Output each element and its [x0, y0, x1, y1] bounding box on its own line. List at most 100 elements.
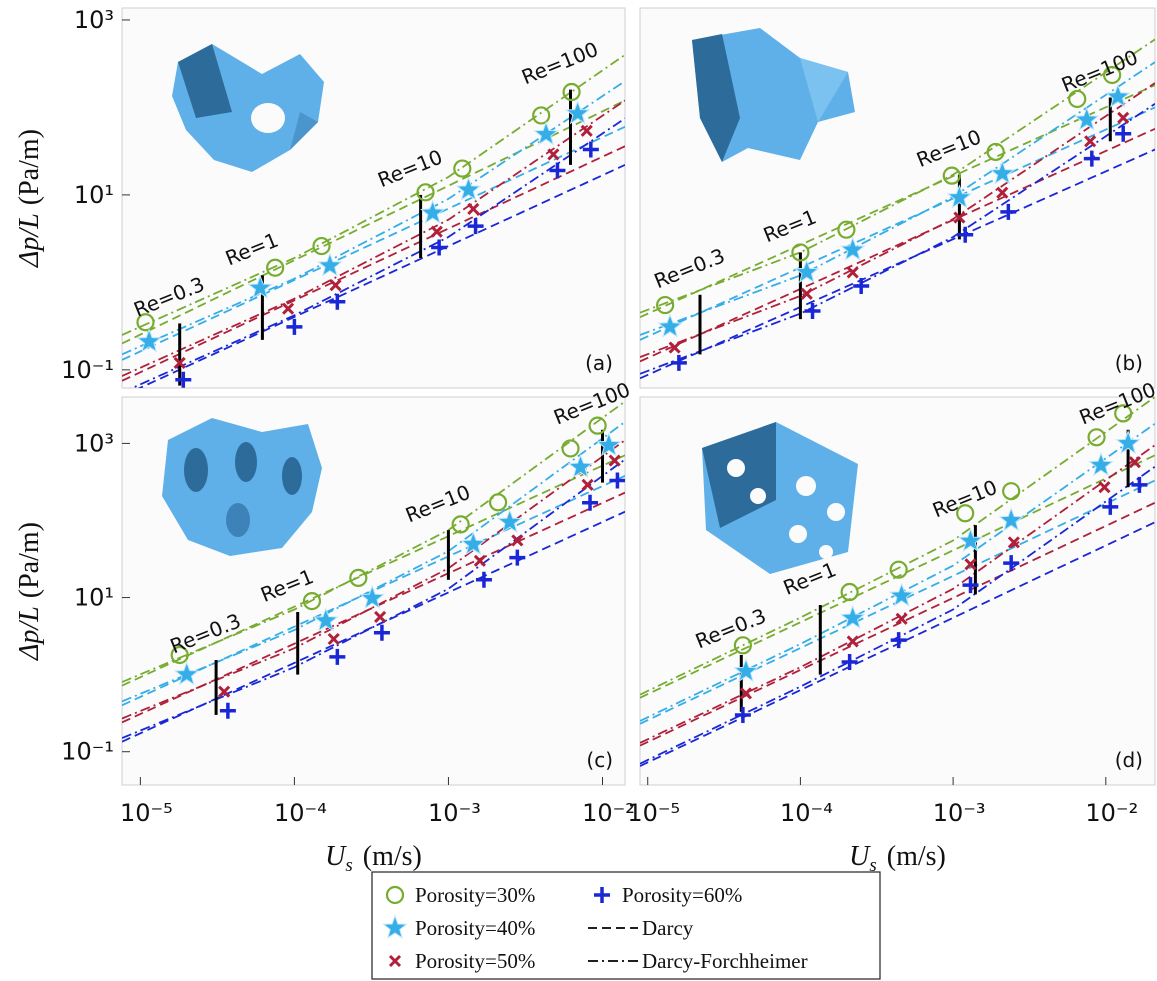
marker-plus	[175, 371, 192, 388]
marker-circle	[1002, 482, 1021, 501]
marker-x	[282, 302, 295, 315]
marker-star	[136, 328, 162, 353]
marker-star	[1073, 106, 1100, 131]
marker-plus	[373, 624, 390, 641]
darcy-line	[137, 164, 625, 388]
marker-circle	[488, 493, 508, 512]
x-axis-label: Us (m/s)	[325, 841, 422, 876]
marker-circle	[1114, 404, 1133, 423]
marker-circle	[349, 568, 368, 587]
darcy-line	[640, 106, 1155, 341]
marker-plus	[1000, 203, 1017, 220]
plot-area	[640, 397, 1155, 767]
marker-star	[989, 160, 1016, 185]
forchheimer-line	[122, 99, 625, 377]
marker-plus	[594, 887, 610, 903]
marker-circle	[562, 82, 581, 102]
marker-plus	[329, 648, 346, 665]
marker-plus	[549, 162, 566, 179]
y-label-unit: (Pa/m)	[14, 129, 45, 205]
marker-x	[547, 148, 560, 161]
marker-x	[511, 534, 524, 547]
y-label-symbol: Δp/L	[14, 606, 45, 661]
y-axis-label: Δp/L (Pa/m)	[14, 129, 45, 268]
marker-circle	[588, 416, 607, 435]
x-axis-label: Us (m/s)	[849, 841, 946, 876]
marker-x	[1007, 536, 1020, 549]
x-tick-label: 10⁻⁴	[274, 799, 327, 827]
marker-x	[846, 266, 859, 279]
marker-x	[668, 341, 681, 354]
legend-label: Porosity=60%	[622, 883, 742, 907]
x-label-unit: (m/s)	[887, 841, 946, 872]
marker-x	[329, 279, 342, 292]
marker-circle	[561, 439, 580, 458]
darcy-line	[122, 510, 625, 743]
legend: Porosity=30% Porosity=40% Porosity=50% Poro…	[382, 883, 808, 973]
y-label-unit: (Pa/m)	[14, 522, 45, 598]
marker-plus	[804, 303, 821, 320]
darcy-line	[122, 125, 625, 361]
darcy-line	[122, 145, 625, 382]
marker-circle	[136, 313, 155, 332]
marker-plus	[582, 494, 599, 511]
marker-plus	[1131, 476, 1148, 493]
inset-structure	[172, 44, 324, 172]
marker-circle	[385, 885, 405, 905]
marker-plus	[962, 577, 979, 594]
panel-label: (d)	[1115, 748, 1143, 772]
marker-circle	[840, 582, 859, 602]
marker-star	[247, 274, 273, 299]
y-tick-label: 10³	[74, 6, 114, 34]
forchheimer-line	[640, 422, 1155, 722]
marker-x	[996, 186, 1009, 199]
marker-plus	[509, 549, 526, 566]
marker-star	[1088, 451, 1114, 477]
forchheimer-line	[122, 54, 625, 336]
marker-star	[359, 584, 385, 610]
marker-star	[888, 582, 915, 607]
marker-x	[430, 225, 443, 238]
marker-x	[1128, 456, 1141, 469]
marker-plus	[467, 218, 484, 235]
marker-plus	[1115, 125, 1132, 142]
marker-x	[581, 478, 594, 491]
forchheimer-line	[640, 397, 1155, 696]
marker-star	[382, 914, 408, 939]
marker-star	[496, 508, 523, 534]
forchheimer-line	[640, 61, 1155, 336]
marker-x	[846, 635, 859, 648]
marker-star	[733, 657, 759, 683]
marker-x	[895, 612, 908, 625]
marker-plus	[329, 293, 346, 310]
marker-x	[608, 454, 621, 467]
legend-box	[371, 871, 881, 980]
marker-x	[388, 954, 402, 968]
x-tick-label: 10⁻³	[933, 799, 986, 827]
marker-circle	[170, 645, 189, 665]
marker-x	[1098, 481, 1111, 494]
inset-structure	[162, 418, 322, 556]
forchheimer-line	[122, 80, 625, 356]
marker-plus	[431, 239, 448, 256]
marker-x	[964, 558, 977, 571]
marker-circle	[1068, 89, 1087, 109]
marker-circle	[942, 166, 961, 185]
marker-plus	[957, 226, 974, 243]
marker-plus	[286, 318, 303, 335]
legend-label: Porosity=30%	[415, 883, 535, 907]
marker-plus	[1083, 150, 1100, 167]
plot-area	[122, 54, 625, 388]
insets	[162, 28, 858, 574]
forchheimer-line	[640, 444, 1155, 744]
panel-label: (b)	[1115, 351, 1143, 375]
marker-circle	[453, 159, 472, 178]
marker-circle	[451, 515, 470, 534]
marker-plus	[734, 706, 751, 723]
marker-plus	[1102, 498, 1119, 515]
marker-star	[657, 313, 683, 338]
marker-x	[467, 202, 480, 216]
marker-star	[173, 661, 200, 686]
x-tick-label: 10⁻⁴	[780, 799, 833, 827]
